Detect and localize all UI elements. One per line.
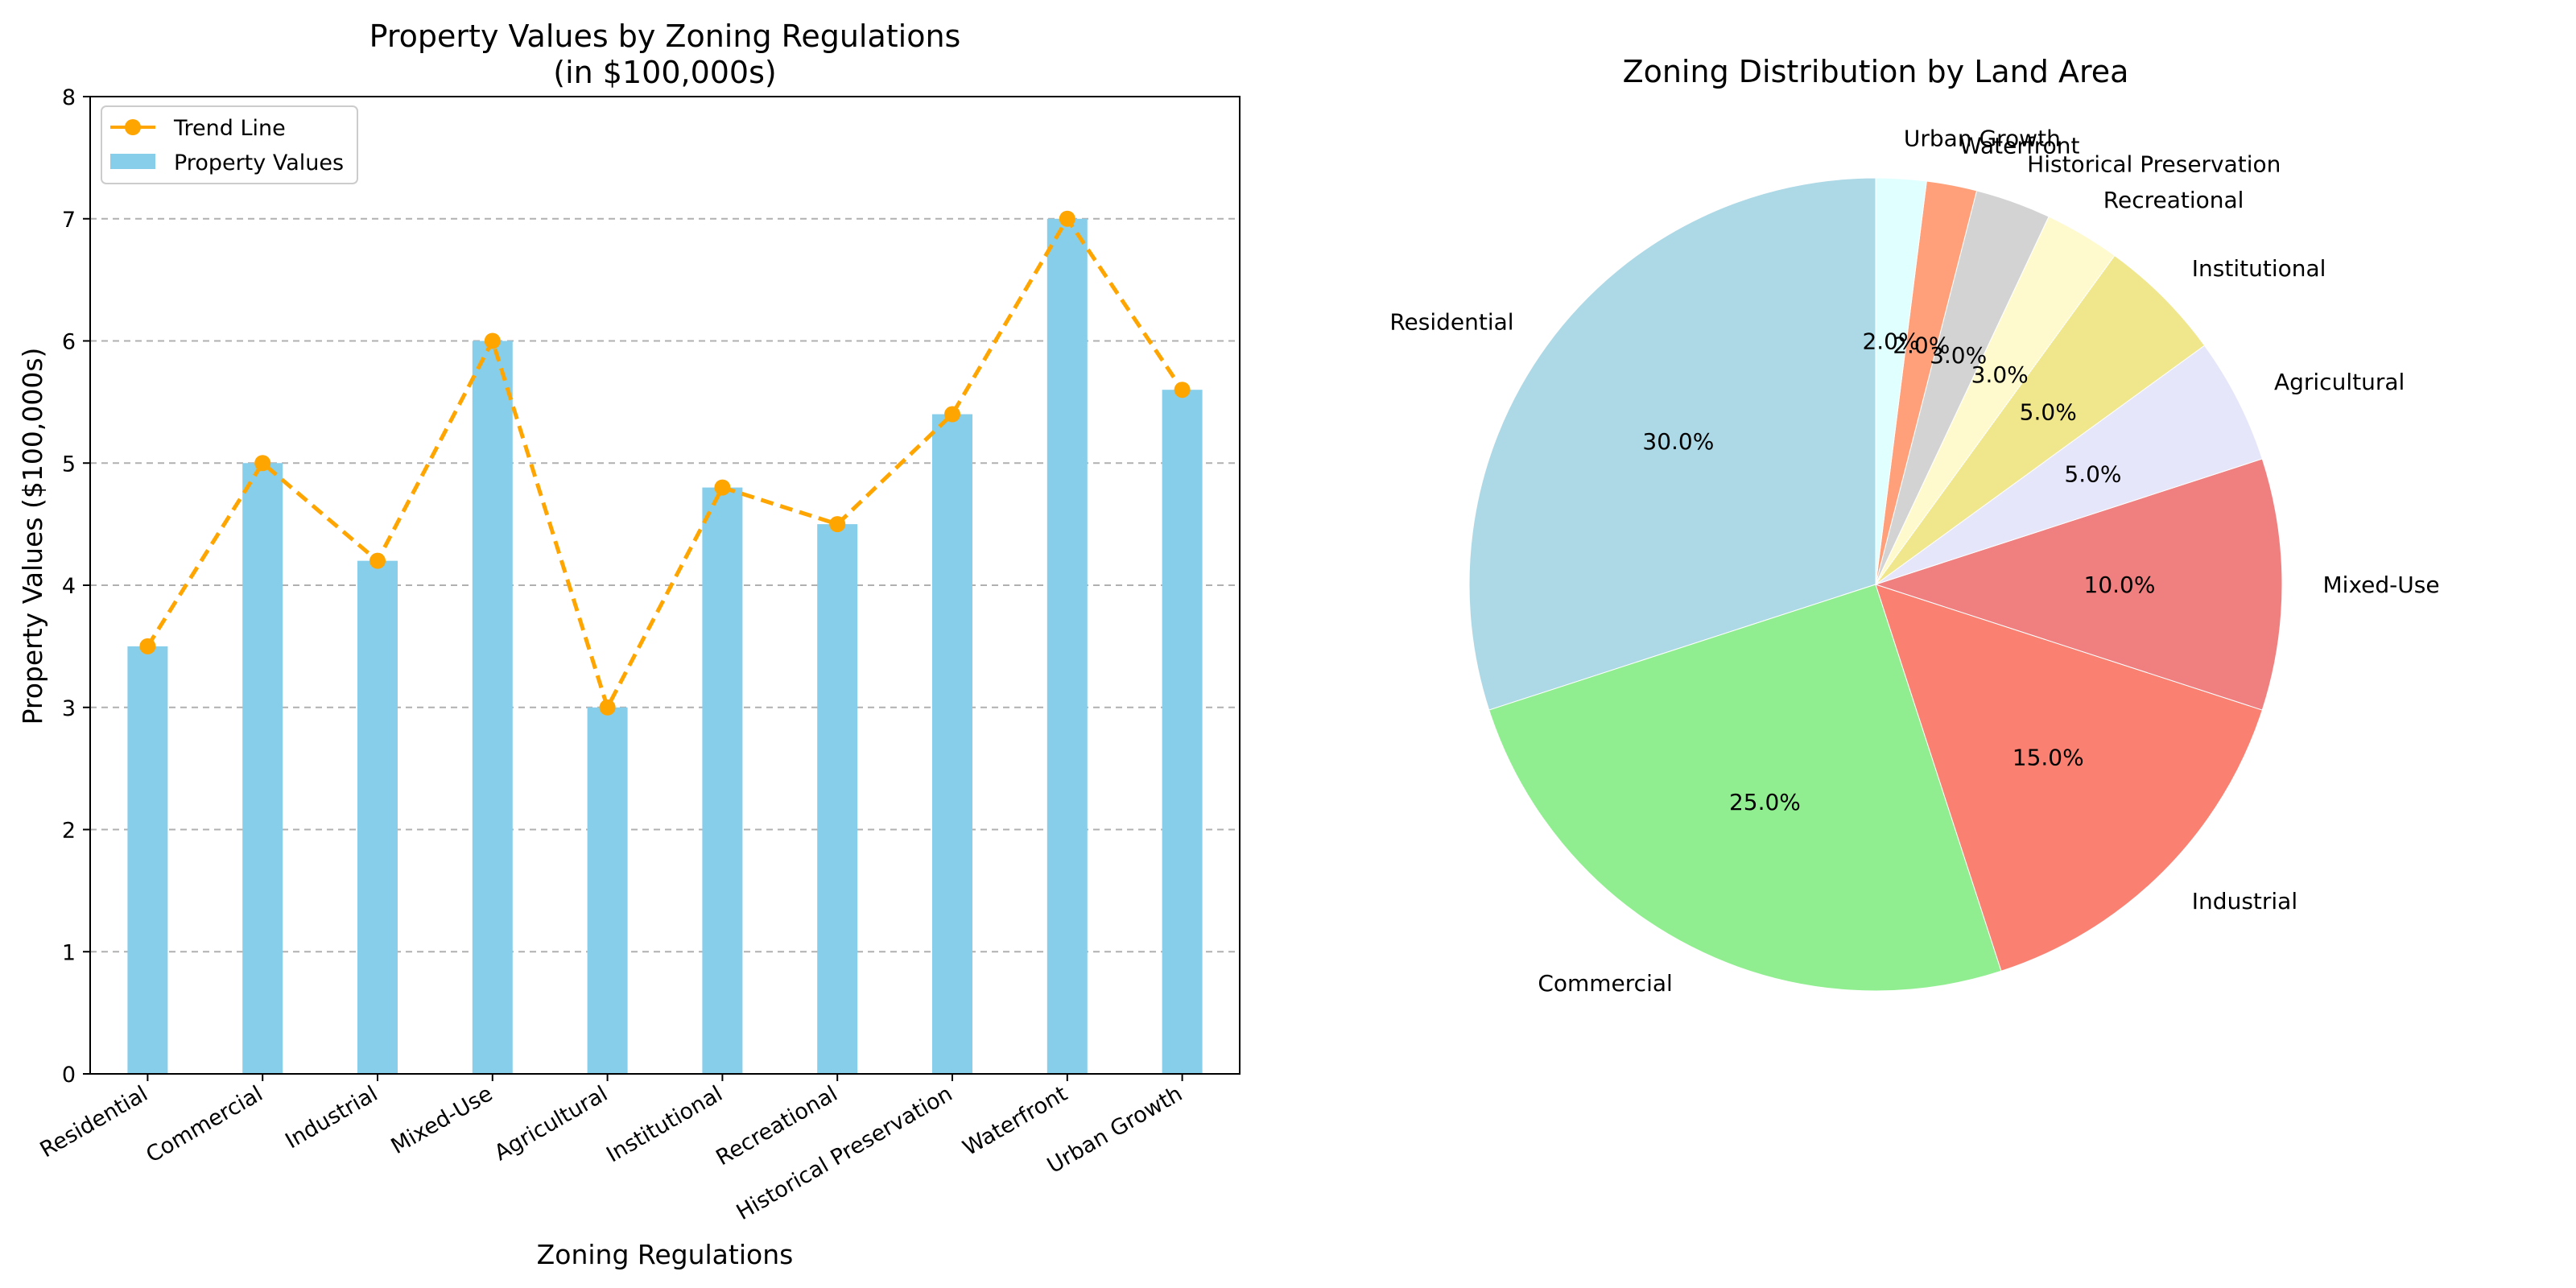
trend-point-recreational (829, 516, 846, 533)
x-tick-label-waterfront: Waterfront (959, 1081, 1071, 1161)
trend-point-waterfront (1059, 210, 1075, 227)
pct-label-institutional: 5.0% (2020, 399, 2077, 426)
x-tick-label-historical-preservation: Historical Preservation (733, 1081, 957, 1225)
bar-chart-subtitle: (in $100,000s) (553, 55, 777, 90)
trend-line-series (139, 210, 1191, 716)
trend-point-residential (139, 638, 156, 654)
pie-chart-title: Zoning Distribution by Land Area (1623, 54, 2129, 89)
wedge-institutional (1875, 254, 2206, 585)
legend-property-values-label: Property Values (174, 151, 344, 175)
legend-box (101, 105, 358, 184)
bar-urban-growth (1162, 390, 1203, 1074)
y-tick-label: 8 (62, 85, 76, 110)
pie-category-labels: Residential Commercial Industrial Mixed-Use… (1389, 126, 2439, 997)
pct-label-residential: 30.0% (1642, 428, 1714, 455)
pie-label-urban-growth: Urban Growth (1904, 126, 2061, 152)
bar-institutional (702, 487, 743, 1074)
trend-point-industrial (369, 552, 386, 569)
pie-label-residential: Residential (1389, 308, 1513, 335)
bar-historical-preservation (932, 414, 972, 1074)
legend-trend-line-label: Trend Line (173, 116, 286, 141)
pie-label-commercial: Commercial (1538, 970, 1672, 997)
pct-label-agricultural: 5.0% (2064, 460, 2121, 487)
bar-recreational (817, 524, 858, 1074)
trend-point-urban-growth (1174, 382, 1191, 398)
trend-line (146, 215, 1184, 713)
pie-chart: Zoning Distribution by Land Area 30.0% 25… (1389, 54, 2439, 997)
bar-industrial (357, 560, 398, 1074)
wedge-agricultural (1875, 345, 2263, 585)
bar-residential (127, 646, 168, 1074)
pct-label-urban-growth: 2.0% (1862, 328, 1919, 355)
y-tick-label: 4 (62, 574, 76, 599)
pct-label-mixed-use: 10.0% (2084, 572, 2156, 598)
legend-trend-marker (125, 119, 141, 135)
bar-series (127, 218, 1203, 1074)
trend-point-commercial (254, 455, 271, 472)
pie-label-institutional: Institutional (2192, 255, 2326, 282)
x-tick-label-agricultural: Agricultural (490, 1081, 612, 1166)
bar-chart-title: Property Values by Zoning Regulations (369, 19, 961, 54)
y-axis-ticks: 0 1 2 3 4 5 6 7 8 (62, 85, 90, 1088)
y-tick-label: 3 (62, 696, 76, 721)
bar-mixed-use (472, 341, 513, 1074)
wedge-mixed-use (1874, 458, 2283, 711)
bar-agricultural (587, 707, 628, 1074)
pie-percent-labels: 30.0%25.0%15.0%10.0%5.0%5.0%3.0%3.0%2.0%… (1642, 328, 2155, 815)
x-axis-label: Zoning Regulations (537, 1239, 794, 1270)
wedge-industrial (1875, 584, 2263, 972)
y-tick-label: 1 (62, 940, 76, 965)
x-tick-label-residential: Residential (36, 1081, 152, 1162)
wedge-urban-growth (1875, 177, 1927, 585)
y-axis-label: Property Values ($100,000s) (17, 348, 48, 725)
y-tick-label: 7 (62, 208, 76, 233)
legend: Trend Line Property Values (101, 105, 358, 184)
wedge-commercial (1488, 584, 2002, 992)
pie-label-waterfront: Waterfront (1959, 132, 2079, 159)
pie-label-historical-preservation: Historical Preservation (2027, 151, 2281, 177)
x-tick-label-mixed-use: Mixed-Use (387, 1081, 497, 1159)
pie-label-mixed-use: Mixed-Use (2323, 572, 2440, 598)
legend-bar-swatch (110, 154, 155, 169)
pie-wedges (1468, 177, 2283, 992)
x-tick-label-institutional: Institutional (602, 1081, 727, 1167)
pie-label-industrial: Industrial (2192, 888, 2297, 914)
y-tick-label: 5 (62, 452, 76, 477)
bar-commercial (242, 463, 283, 1074)
pie-label-agricultural: Agricultural (2274, 369, 2405, 395)
trend-point-agricultural (599, 699, 616, 716)
x-tick-label-commercial: Commercial (142, 1081, 266, 1168)
pie-label-recreational: Recreational (2103, 187, 2244, 213)
pct-label-commercial: 25.0% (1729, 789, 1801, 815)
y-tick-label: 0 (62, 1063, 76, 1088)
trend-point-institutional (714, 479, 731, 496)
x-tick-label-industrial: Industrial (281, 1081, 382, 1154)
y-tick-label: 2 (62, 819, 76, 844)
pct-label-recreational: 3.0% (1971, 361, 2029, 388)
trend-point-mixed-use (484, 332, 501, 349)
pct-label-industrial: 15.0% (2013, 744, 2084, 770)
trend-point-historical-preservation (944, 406, 960, 423)
wedge-residential (1468, 177, 1876, 711)
pct-label-waterfront: 2.0% (1893, 332, 1950, 358)
bar-waterfront (1046, 218, 1088, 1074)
y-tick-label: 6 (62, 330, 76, 355)
pct-label-historical-preservation: 3.0% (1930, 342, 1987, 369)
bar-chart: Property Values by Zoning Regulations (i… (17, 19, 1241, 1270)
